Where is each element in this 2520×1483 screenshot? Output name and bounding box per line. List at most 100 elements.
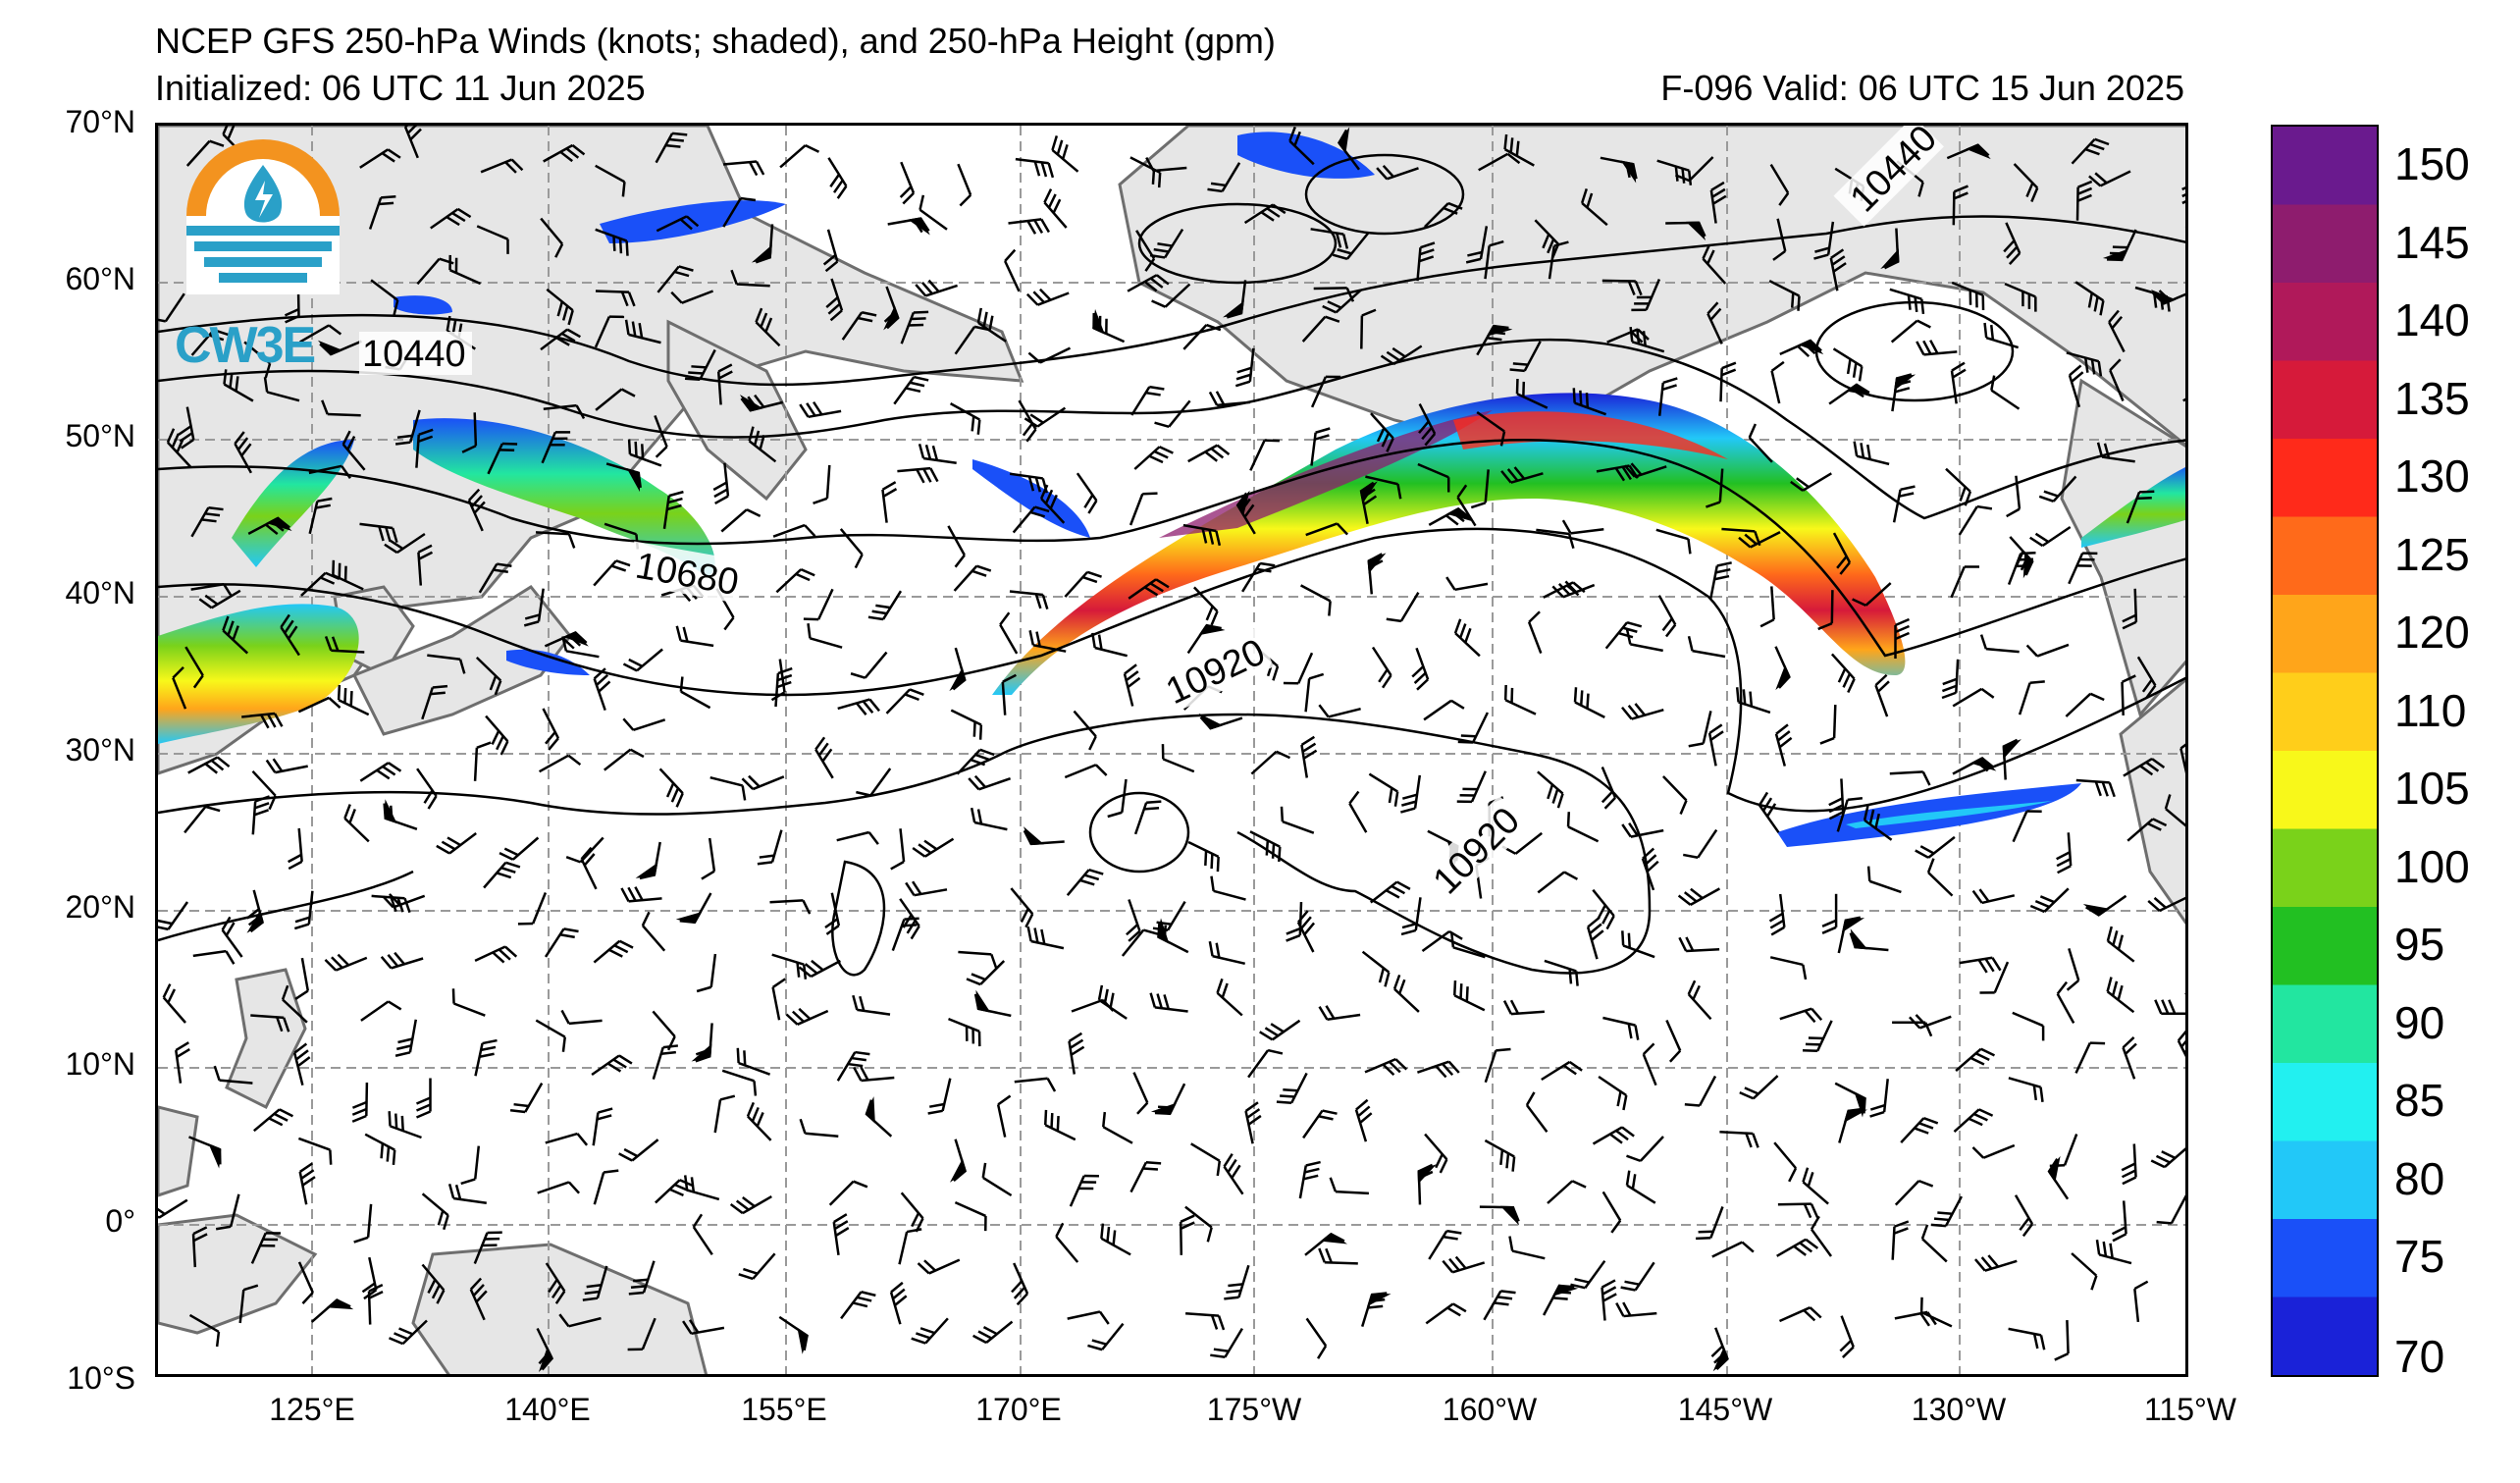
wind-barb	[2075, 180, 2093, 221]
wind-barb	[1216, 978, 1243, 1017]
wind-barb	[1620, 1261, 1655, 1292]
wind-barb	[474, 1038, 498, 1077]
map-panel: 10440 10440 10680 10920 10920	[155, 123, 2188, 1377]
wind-barb	[701, 837, 716, 880]
wind-barb	[837, 698, 880, 715]
wind-barb	[656, 215, 700, 233]
wind-barb	[2018, 680, 2045, 715]
wind-barb	[1028, 630, 1067, 653]
wind-barb	[2054, 1320, 2070, 1361]
wind-barb	[898, 1228, 922, 1265]
wind-barb	[1193, 586, 1219, 626]
wind-barb	[778, 1315, 809, 1354]
wind-barb	[1621, 821, 1664, 838]
wind-barb	[956, 748, 995, 775]
wind-barb	[1423, 699, 1465, 721]
wind-barb	[591, 1054, 633, 1077]
wind-barb	[1304, 672, 1325, 713]
wind-barb	[448, 254, 482, 286]
wind-barb	[722, 160, 765, 177]
wind-barb	[476, 225, 509, 254]
wind-barb	[1187, 840, 1220, 873]
wind-barb	[2126, 490, 2155, 524]
wind-barb	[696, 953, 717, 993]
wind-barb	[1259, 1019, 1301, 1041]
wind-barb	[487, 442, 518, 475]
wind-barb	[1682, 828, 1718, 860]
wind-barb	[1958, 504, 1993, 536]
wind-barb	[1586, 916, 1604, 960]
wind-speed-colorbar	[2271, 125, 2379, 1377]
wind-barb	[1133, 800, 1162, 835]
wind-barb	[1601, 1279, 1617, 1321]
cw3e-logo: CW3E	[165, 137, 361, 374]
lat-tick-20n: 20°N	[65, 889, 136, 925]
wind-barb	[469, 1277, 488, 1321]
wind-barb	[692, 1213, 713, 1255]
wind-barb	[485, 715, 509, 756]
wind-barb	[947, 525, 966, 568]
wind-barb	[1149, 228, 1184, 259]
wind-barb	[1953, 1108, 1994, 1134]
wind-barb	[1503, 133, 1535, 167]
wind-barb	[1770, 360, 1785, 404]
wind-barb	[1055, 1222, 1079, 1263]
wind-barb	[370, 279, 399, 315]
wind-barb	[1066, 868, 1104, 897]
wind-barb	[1891, 1220, 1910, 1260]
wind-barb	[1946, 143, 1991, 160]
wind-barb	[1069, 1174, 1099, 1207]
wind-barb	[785, 1007, 829, 1026]
wind-barb	[1813, 221, 1835, 260]
wind-barb	[1642, 1042, 1657, 1086]
wind-barb	[1894, 1179, 1934, 1206]
wind-barb	[223, 369, 254, 402]
wind-barb	[1537, 770, 1564, 809]
wind-barb	[2009, 536, 2034, 579]
wind-barb	[544, 927, 579, 958]
wind-barb	[1310, 375, 1341, 408]
colorbar-label: 105	[2394, 763, 2470, 814]
wind-barb	[593, 667, 611, 712]
wind-barb	[652, 1010, 676, 1051]
wind-barb	[1748, 423, 1773, 463]
wind-barb	[461, 412, 478, 453]
wind-barb	[292, 1042, 311, 1086]
wind-barb	[1476, 324, 1513, 356]
wind-barb	[1249, 830, 1282, 863]
wind-barb	[1386, 592, 1420, 623]
wind-barb	[729, 1195, 772, 1215]
lon-tick-115w: 115°W	[2143, 1392, 2236, 1427]
wind-barb	[1655, 528, 1692, 555]
wind-barb	[770, 659, 786, 702]
wind-barb	[1832, 532, 1852, 575]
indonesia-land	[158, 1213, 318, 1335]
wind-barb	[1367, 553, 1387, 595]
new-guinea-land	[411, 1243, 709, 1374]
wind-barb	[540, 217, 564, 258]
wind-barb	[2074, 281, 2105, 316]
wind-barb	[545, 1132, 589, 1146]
wind-barb	[949, 1139, 968, 1183]
wind-barb	[828, 1180, 868, 1206]
wind-barb	[1979, 634, 2020, 654]
wind-barb	[421, 684, 448, 720]
wind-barb	[1665, 1019, 1682, 1063]
wind-barb	[1623, 462, 1667, 478]
wind-barb	[1830, 653, 1856, 694]
wind-barb	[1774, 646, 1791, 691]
wind-barb	[250, 1014, 290, 1033]
wind-barb	[474, 945, 518, 964]
wind-barb	[1573, 687, 1605, 719]
wind-barb	[839, 528, 864, 569]
wind-barb	[1182, 523, 1222, 547]
colorbar-swatch	[2273, 595, 2377, 673]
wind-barb	[297, 696, 341, 714]
wind-barb	[188, 1313, 221, 1348]
wind-barb	[807, 623, 843, 649]
wind-barb	[1011, 1262, 1029, 1306]
colorbar-swatches	[2273, 127, 2377, 1376]
wind-barb	[1735, 687, 1771, 715]
contour-label-10680: 10680	[632, 546, 741, 605]
wind-barb	[1657, 377, 1678, 416]
